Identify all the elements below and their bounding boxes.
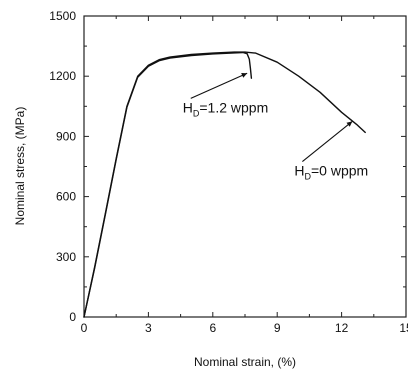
x-tick-label: 3 <box>145 321 152 335</box>
annotation-layer: HD=1.2 wppm HD=0 wppm <box>183 72 368 182</box>
annotation-arrow-line-0 <box>190 72 248 99</box>
x-ticks: 0 3 6 9 12 15 <box>81 16 408 335</box>
x-tick-label: 15 <box>399 321 408 335</box>
annotation-arrow-head-0 <box>241 73 248 78</box>
y-axis-title: Nominal stress, (MPa) <box>13 107 27 226</box>
y-tick-label: 600 <box>56 190 76 204</box>
y-tick-label: 1500 <box>49 9 76 23</box>
y-ticks: 0 300 600 900 1200 1500 <box>49 9 406 324</box>
annotation-label-1: HD=0 wppm <box>294 163 368 182</box>
annotation-label-0: HD=1.2 wppm <box>183 99 269 118</box>
series-layer <box>83 51 366 318</box>
x-axis-title: Nominal strain, (%) <box>194 355 296 369</box>
y-tick-label: 300 <box>56 250 76 264</box>
annotation-arrow-head-1 <box>346 121 353 127</box>
annotation-arrow-line-1 <box>302 120 353 162</box>
x-tick-label: 6 <box>209 321 216 335</box>
y-tick-label: 0 <box>69 310 76 324</box>
series-line-1 <box>83 51 253 318</box>
y-tick-label: 900 <box>56 129 76 143</box>
x-tick-label: 12 <box>335 321 349 335</box>
y-tick-label: 1200 <box>49 69 76 83</box>
x-tick-label: 0 <box>81 321 88 335</box>
x-tick-label: 9 <box>274 321 281 335</box>
